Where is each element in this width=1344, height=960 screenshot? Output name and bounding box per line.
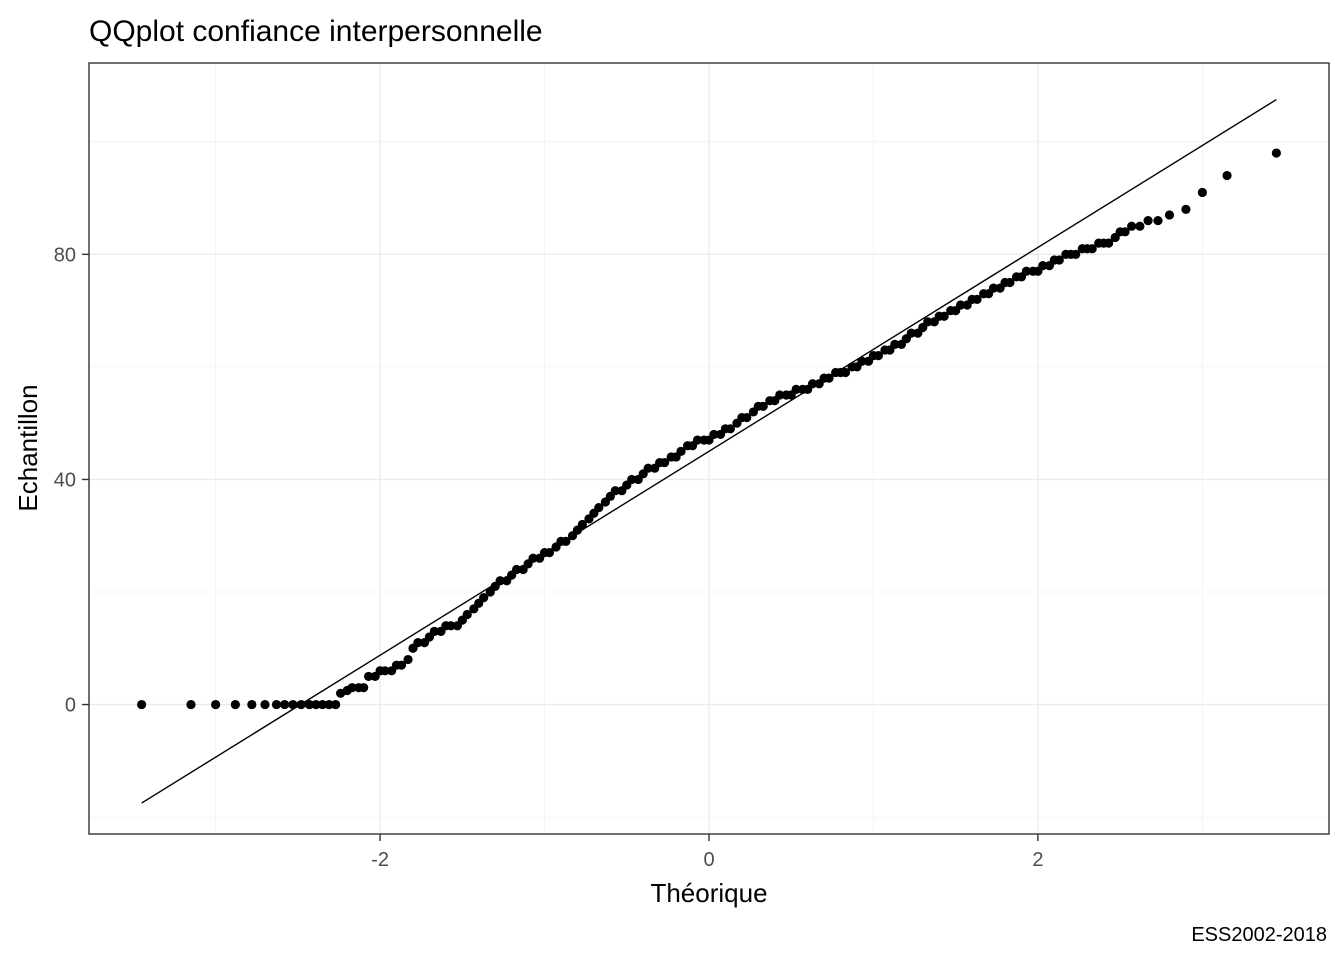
data-point (725, 424, 735, 434)
data-point (429, 626, 439, 637)
data-point (462, 609, 472, 620)
data-point (1143, 215, 1153, 226)
data-point (413, 638, 423, 648)
data-point (137, 699, 147, 710)
data-point (347, 683, 357, 693)
data-point (890, 339, 900, 349)
data-point (1087, 244, 1097, 254)
points-group (137, 148, 1281, 710)
data-point (1127, 221, 1137, 231)
data-point (1071, 249, 1081, 259)
data-point (230, 699, 240, 710)
data-point (1135, 221, 1145, 231)
data-point (1120, 227, 1130, 237)
data-point (317, 699, 328, 710)
data-point (1197, 187, 1207, 198)
data-point (363, 671, 374, 682)
data-point (271, 699, 282, 710)
data-point (359, 683, 369, 693)
data-point (311, 699, 321, 710)
data-point (403, 654, 413, 665)
data-point (956, 300, 966, 310)
data-point (988, 283, 999, 293)
data-point (479, 593, 489, 603)
data-point (627, 474, 637, 485)
data-point (873, 351, 883, 361)
qq-reference-line (141, 98, 1277, 804)
data-point (692, 435, 703, 445)
data-point (840, 367, 851, 378)
chart-title: QQplot confiance interpersonnelle (89, 15, 543, 48)
data-point (808, 379, 818, 389)
data-point (1054, 255, 1064, 265)
x-tick-label: 2 (1032, 849, 1043, 871)
data-point (211, 699, 221, 710)
data-point (758, 401, 768, 411)
data-point (676, 446, 686, 456)
reference-line-group (141, 98, 1277, 804)
x-axis: -2 0 2 (371, 834, 1043, 871)
data-point (247, 699, 257, 710)
data-point (610, 486, 620, 496)
data-point (857, 356, 867, 366)
data-point (643, 463, 653, 473)
data-point (304, 699, 314, 710)
x-tick-label: -2 (371, 849, 389, 871)
data-point (709, 429, 719, 440)
data-point (446, 621, 456, 631)
grid (89, 63, 1329, 834)
data-point (561, 536, 571, 546)
data-point (577, 519, 587, 530)
data-point (260, 699, 270, 710)
data-point (1222, 170, 1232, 181)
data-point (742, 412, 752, 423)
data-point (594, 502, 604, 513)
data-point (528, 553, 538, 563)
data-point (1021, 266, 1032, 276)
data-point (775, 390, 785, 400)
data-point (288, 699, 298, 710)
data-point (1271, 148, 1281, 158)
data-point (939, 311, 949, 321)
x-axis-title: Théorique (650, 878, 767, 908)
data-point (380, 666, 390, 676)
data-point (186, 699, 196, 710)
data-point (824, 373, 834, 383)
data-point (544, 548, 555, 558)
data-point (324, 699, 334, 710)
data-point (659, 457, 670, 468)
data-point (972, 294, 982, 304)
x-tick-label: 0 (703, 849, 714, 871)
data-point (511, 564, 522, 575)
data-point (296, 699, 306, 710)
y-tick-label: 80 (54, 244, 76, 266)
data-point (1038, 260, 1048, 271)
y-axis: 0 40 80 (54, 244, 89, 717)
y-tick-label: 40 (54, 469, 76, 491)
data-point (396, 660, 407, 670)
data-point (280, 699, 290, 710)
data-point (1181, 204, 1191, 214)
data-point (1005, 277, 1015, 288)
y-tick-label: 0 (65, 695, 76, 717)
y-axis-title: Echantillon (13, 384, 43, 511)
chart-caption: ESS2002-2018 (1191, 924, 1327, 946)
data-point (331, 699, 341, 710)
data-point (1153, 215, 1163, 226)
data-point (1164, 210, 1175, 220)
data-point (1104, 238, 1114, 248)
data-point (923, 317, 933, 327)
data-point (906, 328, 916, 338)
data-point (495, 576, 505, 586)
data-point (791, 384, 801, 395)
